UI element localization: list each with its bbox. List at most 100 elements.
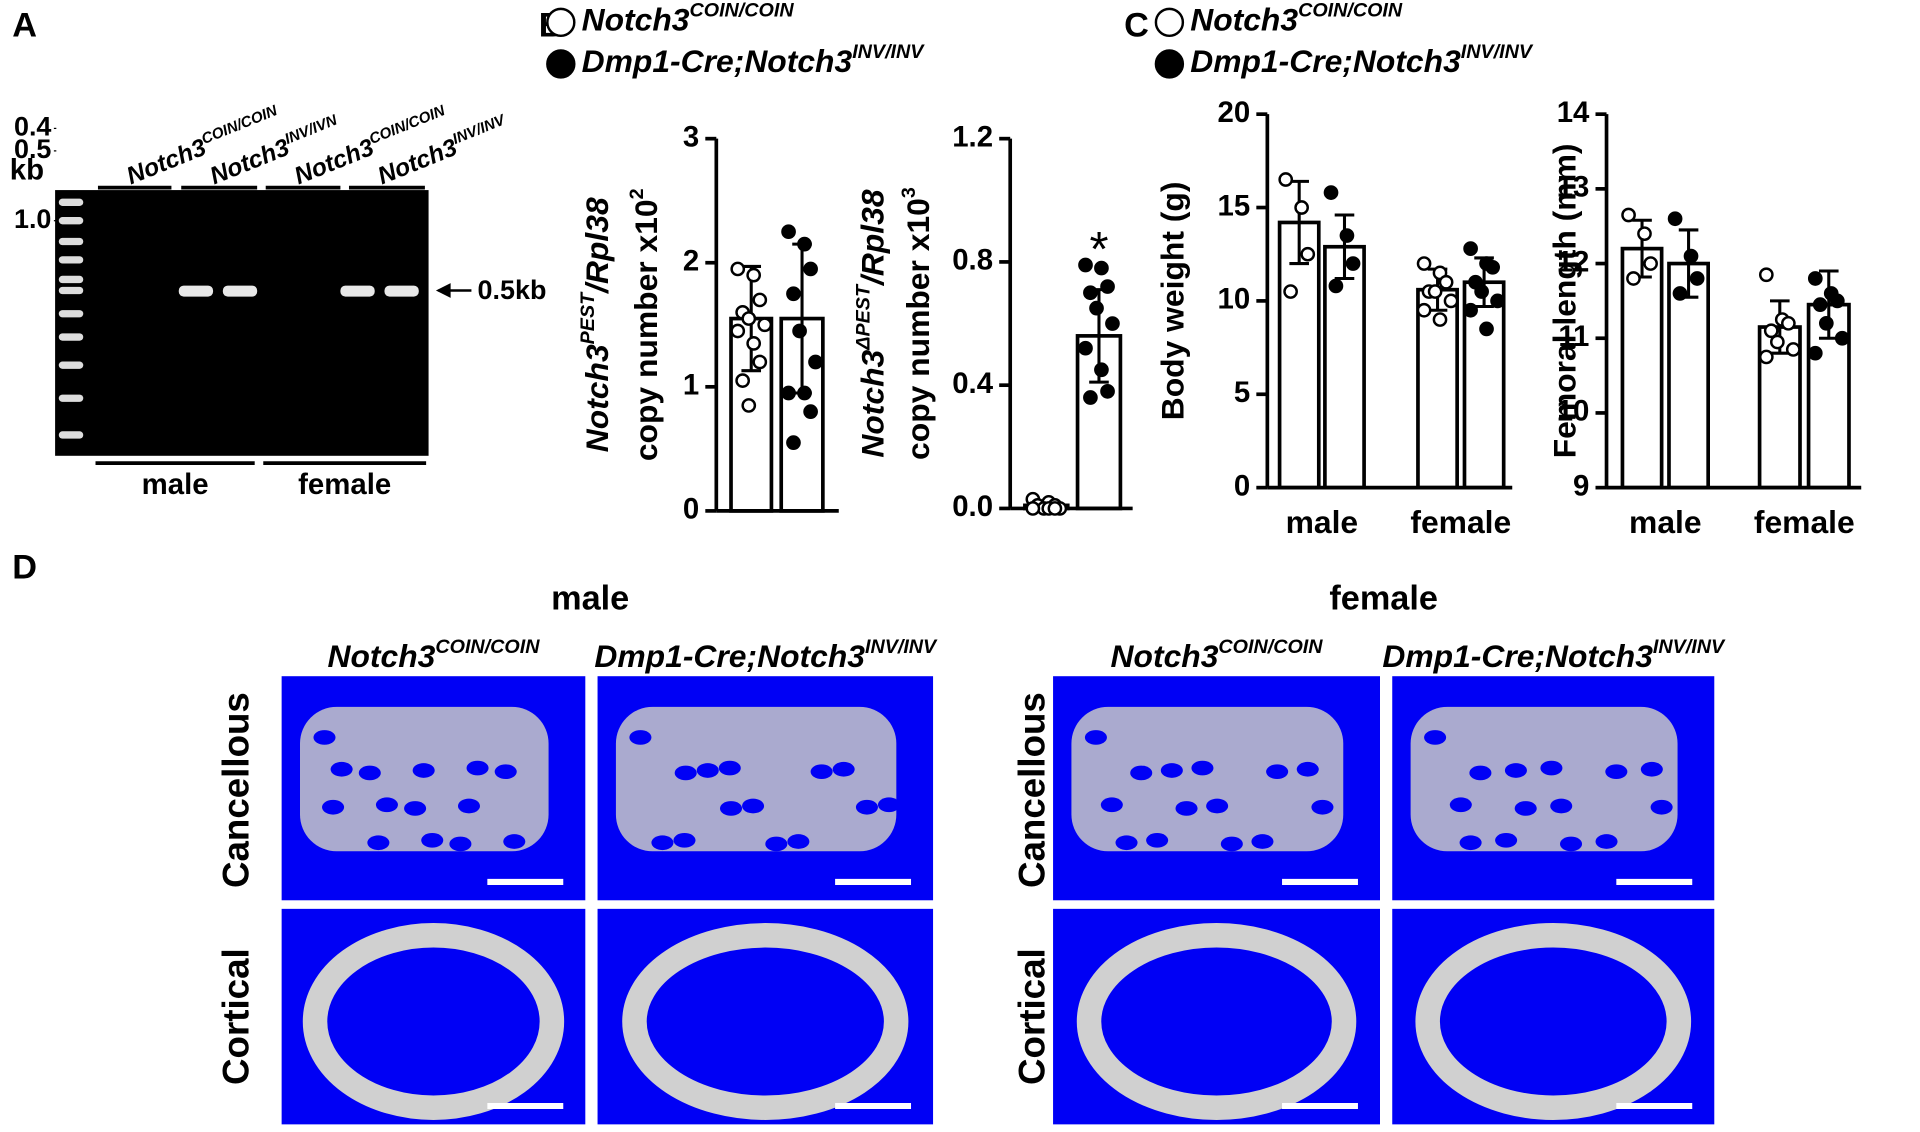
ladder-band xyxy=(58,237,84,246)
data-point xyxy=(1416,256,1432,271)
y-tick-label: 0.8 xyxy=(952,244,993,277)
data-point xyxy=(757,317,773,333)
y-tick-label: 10 xyxy=(1557,395,1590,428)
data-point xyxy=(1781,315,1796,331)
legend-marker xyxy=(546,49,576,79)
band-label: 0.5kb xyxy=(478,275,547,305)
data-point xyxy=(1770,334,1785,350)
y-tick-label: 12 xyxy=(1557,245,1590,278)
text-segment: /Rpl38 xyxy=(855,189,891,287)
y-tick-label: 9 xyxy=(1573,469,1589,502)
data-point xyxy=(1830,293,1845,309)
data-point xyxy=(1432,312,1448,327)
data-point xyxy=(786,286,801,302)
trabecular-gap xyxy=(765,836,788,852)
y-tick-label: 0 xyxy=(1234,469,1250,502)
trabecular-gap xyxy=(1650,799,1673,815)
y-tick-label: 0.0 xyxy=(952,490,993,523)
text-segment: Notch3 xyxy=(855,349,891,457)
text-segment: Notch3 xyxy=(579,344,615,452)
text-segment: Notch3 xyxy=(374,134,461,190)
group-label: male xyxy=(142,468,209,501)
cancellous-bone xyxy=(1410,706,1678,852)
data-point xyxy=(786,435,801,450)
y-tick-label: 14 xyxy=(1557,96,1590,129)
legend-marker xyxy=(1154,7,1185,38)
text-segment: Notch3 xyxy=(327,638,435,674)
trabecular-gap xyxy=(1605,764,1628,780)
category-label: male xyxy=(1629,504,1702,540)
data-point xyxy=(1785,342,1801,357)
data-point xyxy=(1083,390,1098,405)
trabecular-gap xyxy=(404,801,427,816)
data-point xyxy=(1637,226,1652,242)
superscript: INV/INV xyxy=(865,636,938,658)
data-point xyxy=(1416,302,1432,318)
text-segment: copy number x10 xyxy=(900,198,936,460)
error-bar xyxy=(1334,213,1355,281)
trabecular-gap xyxy=(696,763,719,778)
superscript: PEST xyxy=(577,291,599,344)
data-point xyxy=(803,261,818,277)
data-point xyxy=(1438,274,1454,290)
text-segment: Dmp1-Cre;Notch3 xyxy=(582,43,853,79)
data-point xyxy=(1672,286,1688,301)
superscript: 2 xyxy=(626,188,648,199)
category-label: female xyxy=(1754,504,1855,540)
legend-marker xyxy=(1154,49,1185,79)
trabecular-gap xyxy=(1206,798,1229,814)
sample-band xyxy=(384,285,419,297)
trabecular-gap xyxy=(651,835,674,851)
data-point xyxy=(1345,256,1361,271)
trabecular-gap xyxy=(1160,763,1183,778)
data-point xyxy=(781,385,796,401)
trabecular-gap xyxy=(1220,836,1243,852)
trabecular-gap xyxy=(1266,764,1289,780)
ladder-band xyxy=(58,431,84,439)
rich-text: Notch3ΔPEST/Rpl38 xyxy=(853,189,891,457)
data-point xyxy=(1818,315,1834,331)
trabecular-gap xyxy=(877,797,900,813)
data-point xyxy=(1758,349,1774,365)
category-label: female xyxy=(1410,504,1511,540)
rich-text: Notch3PEST/Rpl38 xyxy=(577,197,615,452)
data-point xyxy=(1474,284,1489,299)
panel-label: D xyxy=(12,549,37,587)
superscript: INV/INV xyxy=(1653,636,1726,658)
text-segment: /Rpl38 xyxy=(579,197,615,295)
rich-text: Dmp1-Cre;Notch3INV/INV xyxy=(1382,636,1726,674)
text-segment: Dmp1-Cre;Notch3 xyxy=(594,638,865,674)
trabecular-gap xyxy=(358,765,381,781)
trabecular-gap xyxy=(449,836,472,852)
trabecular-gap xyxy=(503,834,526,849)
data-point xyxy=(1078,257,1093,273)
trabecular-gap xyxy=(674,765,697,781)
panel-label: A xyxy=(12,6,37,44)
legend-marker xyxy=(546,7,576,38)
y-tick-label: 1.2 xyxy=(952,120,993,153)
trabecular-gap xyxy=(1311,799,1334,815)
data-point xyxy=(792,323,807,339)
rich-text: Notch3COIN/COIN xyxy=(1111,636,1324,674)
cortical-ring xyxy=(1076,923,1357,1120)
y-tick-label: 10 xyxy=(1218,283,1251,316)
data-point xyxy=(1689,271,1705,286)
group-label: female xyxy=(298,468,391,501)
data-point xyxy=(1626,271,1641,286)
row-label: Cortical xyxy=(1011,948,1052,1085)
rich-text: copy number x103 xyxy=(898,187,936,460)
trabecular-gap xyxy=(457,798,480,814)
trabecular-gap xyxy=(1540,760,1563,776)
row-label: Cancellous xyxy=(1011,692,1052,888)
superscript: COIN/COIN xyxy=(1218,636,1323,658)
data-point xyxy=(1083,285,1098,301)
sample-band xyxy=(178,285,214,297)
data-point xyxy=(730,261,746,277)
data-point xyxy=(746,267,762,283)
ladder-band xyxy=(58,333,84,341)
superscript: ΔPEST xyxy=(853,283,875,351)
gel-unit-label: kb xyxy=(10,153,44,186)
sample-band xyxy=(222,285,258,297)
superscript: 3 xyxy=(898,187,920,198)
y-tick-label: 15 xyxy=(1218,189,1251,222)
